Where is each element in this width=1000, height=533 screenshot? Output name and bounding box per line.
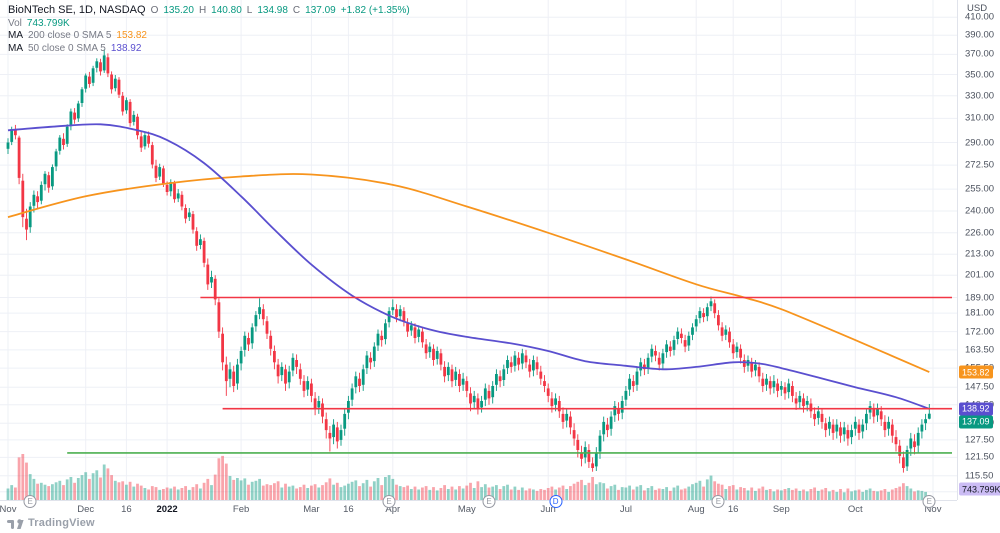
grid-layer — [0, 0, 957, 500]
ma50-line[interactable] — [7, 123, 930, 410]
price-tick-label: 147.50 — [965, 381, 995, 393]
chart-legend: BioNTech SE, 1D, NASDAQ O 135.20 H 140.80 … — [8, 4, 410, 55]
price-tick-label: 240.00 — [965, 205, 995, 217]
change-value: +1.82 (+1.35%) — [340, 5, 410, 16]
ma200-params: 200 close 0 SMA 5 — [28, 30, 112, 41]
price-tick-label: 310.00 — [965, 112, 995, 124]
ma200-legend-row[interactable]: MA 200 close 0 SMA 5 153.82 — [8, 30, 410, 43]
time-axis-label: Oct — [847, 504, 863, 515]
price-tick-label: 213.00 — [965, 248, 995, 260]
price-tick-label: 330.00 — [965, 90, 995, 102]
event-marker-icon[interactable]: D — [549, 495, 563, 508]
time-axis-label: Mar — [303, 504, 320, 515]
price-tick-label: 189.00 — [965, 292, 995, 303]
high-label: H — [198, 5, 207, 16]
currency-label: USD — [967, 3, 988, 14]
tradingview-logo-icon — [7, 519, 24, 529]
price-tick-label: 226.00 — [965, 227, 995, 239]
chart-plot[interactable] — [0, 0, 957, 500]
price-tick-label: 255.00 — [965, 183, 995, 195]
time-axis-label: Jul — [619, 504, 632, 515]
volume-legend-row[interactable]: Vol 743.799K — [8, 18, 410, 31]
time-axis-label: 16 — [121, 504, 132, 515]
ma50-params: 50 close 0 SMA 5 — [28, 42, 106, 54]
time-axis-label: Feb — [232, 504, 250, 515]
time-axis-label: Sep — [772, 504, 790, 515]
volume-value: 743.799K — [26, 17, 70, 29]
volume-label: Vol — [8, 17, 22, 29]
ma200-value: 153.82 — [116, 30, 147, 41]
price-tick-label: 172.00 — [965, 326, 995, 338]
low-label: L — [246, 5, 253, 16]
ma50-value: 138.92 — [110, 42, 142, 54]
time-axis-label: Aug — [687, 504, 705, 515]
time-axis-label: 16 — [343, 504, 354, 515]
event-marker-icon[interactable]: E — [23, 495, 37, 508]
time-axis-label: Jun — [540, 504, 556, 515]
time-axis-label: May — [457, 504, 476, 515]
tradingview-attribution[interactable]: TradingView — [7, 516, 95, 529]
ma50-label: MA — [8, 42, 23, 54]
volume-value-badge: 743.799K — [959, 482, 1000, 496]
time-axis-label: Nov — [0, 504, 17, 515]
time-axis-label: Dec — [77, 504, 95, 515]
close-value: 137.09 — [305, 5, 336, 16]
symbol-legend-row[interactable]: BioNTech SE, 1D, NASDAQ O 135.20 H 140.80 … — [8, 4, 410, 18]
candles-layer[interactable] — [6, 49, 931, 473]
close-label: C — [292, 5, 301, 16]
price-tick-label: 201.00 — [965, 269, 995, 281]
time-axis-label: Apr — [385, 504, 401, 515]
price-tick-label: 370.00 — [965, 48, 995, 60]
ma50-value-badge: 138.92 — [959, 402, 993, 416]
price-tick-label: 181.00 — [965, 307, 995, 319]
price-tick-label: 272.50 — [965, 159, 995, 171]
time-axis-label: 16 — [727, 504, 739, 515]
event-marker-icon[interactable]: E — [711, 495, 725, 508]
time-axis[interactable]: Nov Dec 16 2022 Feb Mar 16 Apr May Jun Jul Aug 16 Sep… — [0, 495, 957, 517]
price-tick-label: 121.50 — [965, 451, 995, 463]
price-tick-label: 410.00 — [965, 11, 995, 23]
price-tick-label: 290.00 — [965, 137, 995, 148]
high-value: 140.80 — [211, 5, 242, 16]
price-tick-label: 350.00 — [965, 69, 995, 80]
price-tick-label: 115.50 — [965, 470, 994, 482]
ma50-legend-row[interactable]: MA 50 close 0 SMA 5 138.92 — [8, 43, 410, 56]
event-marker-icon[interactable]: E — [922, 495, 936, 508]
event-marker-icon[interactable]: E — [382, 495, 396, 508]
last-price-badge: 137.09 — [959, 415, 993, 429]
price-axis[interactable]: USD 410.00 390.00 370.00 350.00 330.00 310.00… — [957, 0, 1000, 500]
open-value: 135.20 — [163, 5, 194, 16]
tradingview-wordmark: TradingView — [28, 516, 95, 529]
time-axis-label: Nov — [924, 504, 942, 515]
price-tick-label: 127.50 — [965, 434, 995, 446]
price-tick-label: 390.00 — [965, 29, 995, 41]
event-marker-icon[interactable]: E — [482, 495, 496, 508]
open-label: O — [150, 5, 159, 16]
volume-layer — [6, 454, 931, 500]
price-tick-label: 163.50 — [965, 344, 995, 356]
ma200-line[interactable] — [7, 173, 930, 373]
low-value: 134.98 — [257, 5, 288, 16]
time-axis-label: 2022 — [156, 504, 178, 515]
ma200-label: MA — [8, 30, 23, 41]
ma200-value-badge: 153.82 — [959, 365, 993, 379]
symbol-title[interactable]: BioNTech SE, 1D, NASDAQ — [8, 4, 146, 16]
